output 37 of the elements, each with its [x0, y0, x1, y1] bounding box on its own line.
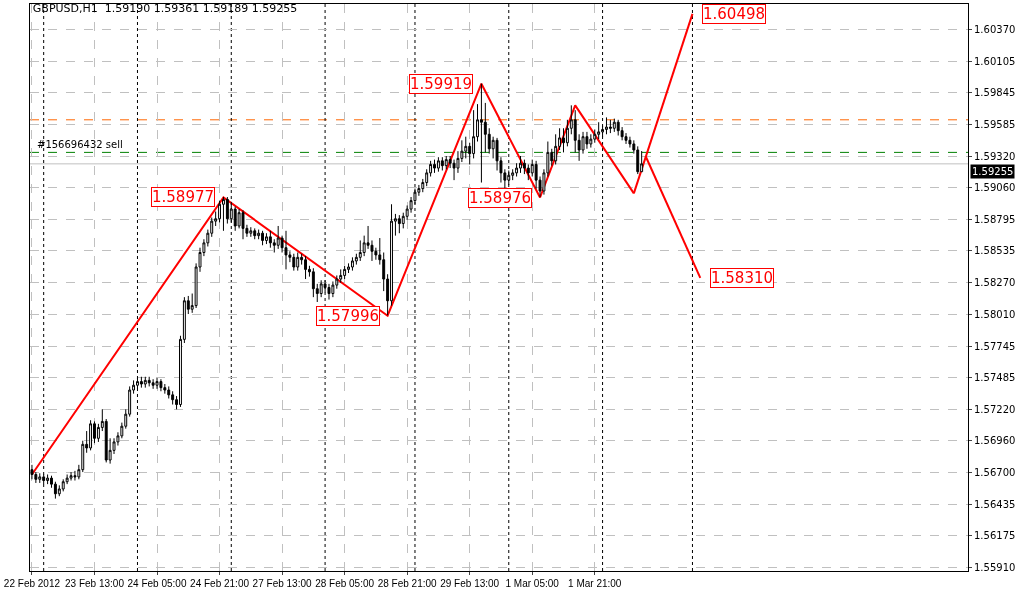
y-tick-label: 1.56960 [974, 435, 1016, 447]
data-label: 1.59919 [410, 75, 473, 93]
y-tick-label: 1.56435 [974, 498, 1016, 510]
y-tick-label: 1.56700 [974, 466, 1016, 478]
x-tick-label: 1 Mar 05:00 [505, 578, 560, 589]
chart-title: GBPUSD,H1 1.59190 1.59361 1.59189 1.59255 [32, 2, 298, 16]
annotation: #156696432 sell [37, 139, 123, 150]
y-tick-label: 1.57485 [974, 371, 1016, 383]
y-tick-label: 1.60370 [974, 23, 1016, 35]
x-tick-label: 24 Feb 05:00 [127, 578, 187, 589]
x-tick-label: 28 Feb 21:00 [377, 578, 438, 589]
y-tick-label: 1.59585 [974, 118, 1016, 130]
x-tick-label: 23 Feb 13:00 [65, 578, 125, 589]
x-tick-label: 1 Mar 21:00 [568, 578, 622, 589]
ref-line-label: 1.59255 [972, 166, 1014, 177]
x-tick-label: 27 Feb 13:00 [252, 578, 312, 589]
data-label: 1.58310 [711, 269, 774, 287]
y-tick-label: 1.58270 [974, 277, 1016, 289]
data-label: 1.58977 [152, 188, 215, 206]
y-tick-label: 1.58795 [974, 213, 1016, 225]
x-tick-label: 29 Feb 13:00 [440, 578, 500, 589]
x-tick-label: 22 Feb 2012 [3, 578, 61, 589]
y-tick-label: 1.58010 [974, 308, 1016, 320]
data-label: 1.58976 [469, 189, 532, 207]
data-label: 1.60498 [703, 5, 766, 23]
y-tick-label: 1.56175 [974, 529, 1016, 541]
y-tick-label: 1.57220 [974, 403, 1016, 415]
y-tick-label: 1.57745 [974, 340, 1016, 352]
y-tick-label: 1.55910 [974, 561, 1016, 573]
y-tick-label: 1.59320 [974, 150, 1016, 162]
y-tick-label: 1.58535 [974, 245, 1016, 257]
data-label: 1.57996 [317, 307, 380, 325]
y-tick-label: 1.59845 [974, 87, 1016, 99]
x-tick-label: 28 Feb 05:00 [315, 578, 375, 589]
y-tick-label: 1.59060 [974, 181, 1016, 193]
y-tick-label: 1.60105 [974, 55, 1016, 67]
x-tick-label: 24 Feb 21:00 [190, 578, 250, 589]
